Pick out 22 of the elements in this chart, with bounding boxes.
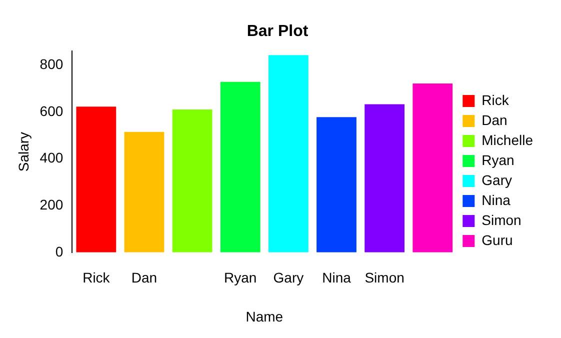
legend-label: Nina — [482, 192, 511, 208]
y-axis-title: Salary — [15, 132, 32, 172]
y-tick-label: 0 — [55, 243, 64, 260]
x-tick-label: Dan — [131, 270, 158, 286]
y-tick-label: 800 — [40, 56, 64, 72]
legend-label: Ryan — [482, 152, 514, 168]
x-axis-title: Name — [246, 308, 284, 324]
legend-label: Rick — [482, 92, 510, 108]
chart-title: Bar Plot — [246, 23, 309, 40]
legend-label: Simon — [482, 212, 522, 228]
y-tick-label: 600 — [40, 102, 64, 119]
x-tick-label: Nina — [322, 270, 352, 286]
legend-label: Dan — [482, 112, 508, 128]
x-tick-label: Rick — [82, 270, 111, 286]
legend-label: Gary — [482, 172, 512, 188]
x-tick-label: Ryan — [224, 270, 257, 286]
x-tick-label: Gary — [273, 270, 304, 286]
y-tick-label: 200 — [40, 196, 64, 212]
legend-label: Michelle — [482, 132, 534, 148]
legend-label: Guru — [482, 232, 513, 248]
y-tick-label: 400 — [40, 150, 64, 166]
x-tick-label: Simon — [364, 270, 404, 286]
